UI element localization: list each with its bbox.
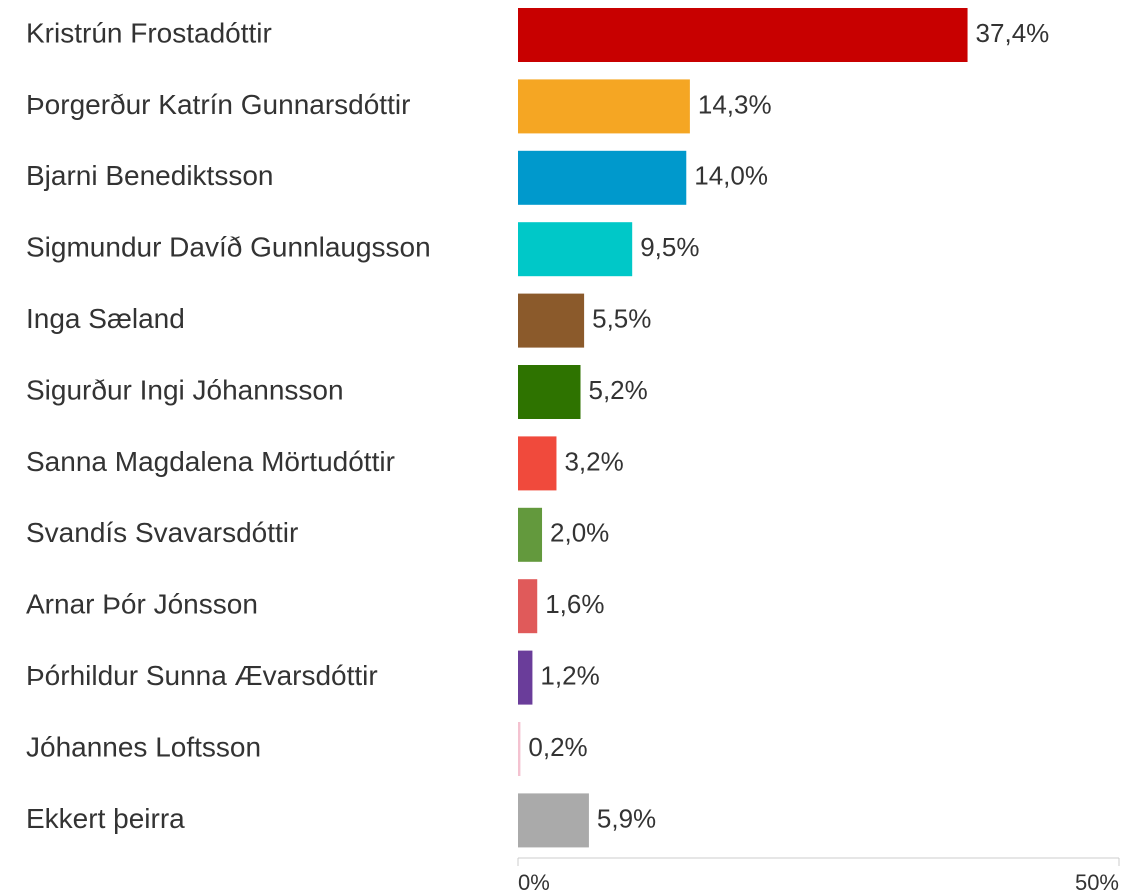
value-label: 1,2% [540,660,599,690]
bar [518,436,557,491]
value-label: 9,5% [640,232,699,262]
bar [518,579,538,634]
category-label: Inga Sæland [26,303,185,334]
value-label: 1,6% [545,589,604,619]
bar [518,507,543,562]
value-label: 5,5% [592,303,651,333]
category-label: Ekkert þeirra [26,803,185,834]
category-label: Bjarni Benediktsson [26,160,273,191]
value-label: 0,2% [528,732,587,762]
category-label: Sanna Magdalena Mörtudóttir [26,446,395,477]
value-label: 14,3% [698,89,772,119]
category-label: Þórhildur Sunna Ævarsdóttir [26,660,378,691]
bar [518,150,687,205]
category-label: Sigurður Ingi Jóhannsson [26,374,344,405]
value-label: 5,2% [589,375,648,405]
bar [518,8,968,62]
value-label: 37,4% [976,18,1050,48]
value-label: 3,2% [564,446,623,476]
bar [518,793,589,848]
category-label: Sigmundur Davíð Gunnlaugsson [26,232,431,263]
category-label: Jóhannes Loftsson [26,731,261,762]
value-label: 14,0% [694,161,768,191]
category-label: Kristrún Frostadóttir [26,17,272,48]
bar [518,650,533,705]
value-label: 5,9% [597,803,656,833]
bar [518,222,633,277]
bar [518,722,521,776]
bar [518,293,585,348]
category-label: Arnar Þór Jónsson [26,589,258,620]
category-label: Þorgerður Katrín Gunnarsdóttir [26,89,410,120]
value-label: 2,0% [550,518,609,548]
x-tick-label: 0% [518,870,550,895]
bar [518,365,581,419]
bar [518,79,690,134]
x-tick-label: 50% [1075,870,1119,895]
category-label: Svandís Svavarsdóttir [26,517,298,548]
